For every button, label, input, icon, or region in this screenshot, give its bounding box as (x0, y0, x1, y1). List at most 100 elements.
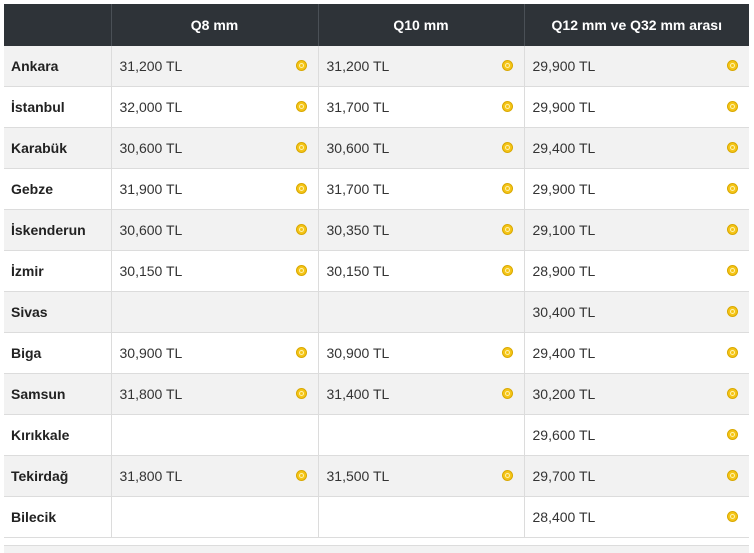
city-cell: Bilecik (4, 496, 112, 538)
city-cell: Kırıkkale (4, 414, 112, 456)
price-value: 28,400 TL (532, 509, 596, 525)
price-value: 30,150 TL (119, 263, 183, 279)
price-value: 30,350 TL (326, 222, 390, 238)
price-cell-q12-32: 28,400 TL (524, 496, 749, 538)
rebar-price-table: Q8 mm Q10 mm Q12 mm ve Q32 mm arası Anka… (4, 4, 749, 538)
gold-coin-icon (727, 101, 738, 112)
price-value: 29,900 TL (532, 181, 596, 197)
gold-coin-icon (501, 224, 513, 235)
gold-coin-icon (727, 183, 738, 194)
gold-coin-icon (501, 142, 513, 153)
price-cell-q12-32: 29,900 TL (524, 86, 749, 128)
gold-coin-icon (501, 183, 513, 194)
price-value: 31,800 TL (119, 386, 183, 402)
price-cell-q12-32: 29,900 TL (524, 46, 749, 87)
price-table-container: Q8 mm Q10 mm Q12 mm ve Q32 mm arası Anka… (4, 4, 749, 538)
city-cell: İstanbul (4, 86, 112, 128)
gold-coin-icon (727, 347, 738, 358)
price-cell-q8: 30,600 TL (111, 209, 319, 251)
table-row: Sivas 30,400 TL (4, 291, 749, 333)
price-cell-q10 (318, 414, 525, 456)
price-cell-q8 (111, 496, 319, 538)
price-cell-q8: 31,800 TL (111, 455, 319, 497)
price-cell-q10 (318, 496, 525, 538)
price-cell-q8: 31,800 TL (111, 373, 319, 415)
price-value: 31,200 TL (326, 58, 390, 74)
price-cell-q12-32: 29,700 TL (524, 455, 749, 497)
price-cell-q10: 30,900 TL (318, 332, 525, 374)
city-cell: Samsun (4, 373, 112, 415)
city-cell: Sivas (4, 291, 112, 333)
table-row: İstanbul 32,000 TL 31,700 TL 29,900 TL (4, 86, 749, 128)
price-value: 29,600 TL (532, 427, 596, 443)
table-row: Ankara 31,200 TL 31,200 TL 29,900 TL (4, 46, 749, 87)
price-cell-q12-32: 30,400 TL (524, 291, 749, 333)
gold-coin-icon (501, 470, 513, 481)
table-row: Kırıkkale 29,600 TL (4, 414, 749, 456)
gold-coin-icon (501, 265, 513, 276)
price-value: 31,400 TL (326, 386, 390, 402)
price-value: 31,500 TL (326, 468, 390, 484)
table-row: Karabük 30,600 TL 30,600 TL 29,400 TL (4, 127, 749, 169)
gold-coin-icon (501, 101, 513, 112)
price-cell-q12-32: 29,100 TL (524, 209, 749, 251)
header-city (4, 4, 112, 46)
gold-coin-icon (295, 183, 307, 194)
price-value: 29,400 TL (532, 345, 596, 361)
price-cell-q10: 31,700 TL (318, 168, 525, 210)
price-cell-q10: 31,700 TL (318, 86, 525, 128)
price-value: 30,400 TL (532, 304, 596, 320)
price-value: 30,600 TL (119, 140, 183, 156)
price-cell-q8 (111, 291, 319, 333)
price-value: 30,150 TL (326, 263, 390, 279)
price-cell-q12-32: 29,400 TL (524, 127, 749, 169)
price-value: 30,600 TL (326, 140, 390, 156)
gold-coin-icon (295, 101, 307, 112)
price-value: 30,200 TL (532, 386, 596, 402)
price-value: 31,700 TL (326, 181, 390, 197)
price-value: 30,900 TL (119, 345, 183, 361)
price-value: 30,900 TL (326, 345, 390, 361)
gold-coin-icon (727, 265, 738, 276)
table-row: Gebze 31,900 TL 31,700 TL 29,900 TL (4, 168, 749, 210)
gold-coin-icon (295, 388, 307, 399)
price-cell-q10: 31,400 TL (318, 373, 525, 415)
price-cell-q12-32: 30,200 TL (524, 373, 749, 415)
price-cell-q12-32: 29,400 TL (524, 332, 749, 374)
header-q8: Q8 mm (111, 4, 319, 46)
city-cell: Karabük (4, 127, 112, 169)
table-row: Tekirdağ 31,800 TL 31,500 TL 29,700 TL (4, 455, 749, 497)
gold-coin-icon (727, 429, 738, 440)
gold-coin-icon (727, 388, 738, 399)
price-value: 31,800 TL (119, 468, 183, 484)
table-header-row: Q8 mm Q10 mm Q12 mm ve Q32 mm arası (4, 4, 749, 46)
gold-coin-icon (501, 347, 513, 358)
price-cell-q10: 31,500 TL (318, 455, 525, 497)
city-cell: Tekirdağ (4, 455, 112, 497)
price-value: 31,200 TL (119, 58, 183, 74)
price-cell-q8: 32,000 TL (111, 86, 319, 128)
gold-coin-icon (501, 60, 513, 71)
price-cell-q10: 31,200 TL (318, 46, 525, 87)
price-value: 29,400 TL (532, 140, 596, 156)
price-value: 29,900 TL (532, 99, 596, 115)
gold-coin-icon (727, 224, 738, 235)
price-cell-q8: 30,150 TL (111, 250, 319, 292)
header-q12-q32: Q12 mm ve Q32 mm arası (524, 4, 749, 46)
table-row: Bilecik 28,400 TL (4, 496, 749, 538)
price-cell-q10: 30,600 TL (318, 127, 525, 169)
table-row: İzmir 30,150 TL 30,150 TL 28,900 TL (4, 250, 749, 292)
price-value: 29,900 TL (532, 58, 596, 74)
gold-coin-icon (727, 470, 738, 481)
price-cell-q8: 30,600 TL (111, 127, 319, 169)
gold-coin-icon (727, 60, 738, 71)
gold-coin-icon (295, 142, 307, 153)
table-row: İskenderun 30,600 TL 30,350 TL 29,100 TL (4, 209, 749, 251)
price-cell-q10 (318, 291, 525, 333)
gold-coin-icon (501, 388, 513, 399)
table-bottom-edge (4, 545, 749, 553)
price-value: 32,000 TL (119, 99, 183, 115)
gold-coin-icon (727, 511, 738, 522)
city-cell: İskenderun (4, 209, 112, 251)
price-value: 30,600 TL (119, 222, 183, 238)
